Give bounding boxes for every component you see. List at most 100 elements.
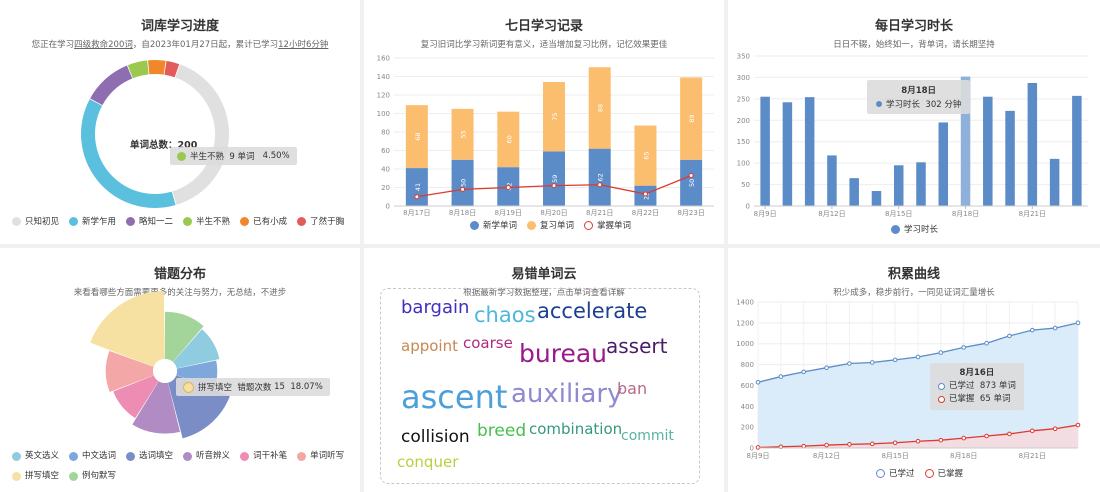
- bar-review-words: [405, 105, 428, 169]
- legend-item[interactable]: 只知初见: [12, 215, 59, 227]
- panel-subtitle: 日日不辍，始终如一，背单词，请长期坚持: [833, 40, 995, 50]
- legend-item[interactable]: 了然于胸: [297, 215, 344, 227]
- word-accelerate[interactable]: accelerate: [537, 299, 648, 323]
- legend-label: 单词听写: [310, 451, 345, 461]
- legend-swatch: [69, 472, 79, 481]
- word-coarse[interactable]: coarse: [463, 334, 513, 352]
- donut-slice-3: [127, 60, 149, 79]
- daily-bar: [938, 122, 949, 206]
- daily-time-panel: 每日学习时长 日日不辍，始终如一，背单词，请长期坚持 0 50 100 150 200 2…: [728, 0, 1100, 244]
- word-combination[interactable]: combination: [529, 420, 623, 438]
- legend-swatch: [876, 468, 885, 478]
- legend-swatch: [924, 468, 934, 478]
- mastered-point: [414, 194, 420, 200]
- y-tick-label: 20: [381, 184, 390, 192]
- word-ascent[interactable]: ascent: [401, 378, 508, 416]
- legend-item[interactable]: 中文选词: [69, 448, 116, 465]
- legend-label: 新学乍用: [82, 217, 117, 227]
- bar-new-words: [588, 148, 611, 206]
- legend-label: 只知初见: [25, 217, 60, 227]
- panel-title: 词库学习进度: [140, 19, 219, 34]
- error-rose-chart[interactable]: [0, 248, 360, 492]
- donut-slice-5: [164, 60, 180, 78]
- word-appoint[interactable]: appoint: [401, 337, 458, 355]
- legend-swatch: [891, 224, 900, 234]
- legend-item[interactable]: 拼写填空: [12, 468, 59, 485]
- legend-label: 拼写填空: [25, 471, 60, 481]
- legend-item[interactable]: 已有小成: [240, 215, 287, 227]
- word-conquer[interactable]: conquer: [397, 453, 459, 471]
- x-tick-label: 8月18日: [952, 210, 979, 218]
- accumulation-line-chart[interactable]: 0 200 400 600 800 1000 1200 1400 8月9日 8月12日 8月15日 8…: [728, 248, 1100, 492]
- vocab-name-link[interactable]: 四级救命200词: [74, 40, 133, 50]
- daily-bar: [1027, 83, 1038, 206]
- legend-swatch: [69, 216, 79, 226]
- line-point: [1029, 327, 1035, 333]
- legend-item[interactable]: 新学单词: [470, 219, 517, 231]
- seven-day-bar-chart[interactable]: 02040608010012014016041688月17日50558月18日4…: [364, 0, 724, 244]
- legend-item[interactable]: 已掌握: [924, 467, 964, 479]
- daily-bar: [1072, 95, 1082, 206]
- x-tick-label: 8月9日: [747, 452, 770, 460]
- rose-slice-6: [90, 291, 165, 367]
- legend-item[interactable]: 词干补笔: [240, 448, 287, 465]
- vocab-donut-chart[interactable]: [0, 0, 360, 244]
- donut-slice-4: [148, 60, 166, 75]
- legend-item[interactable]: 英文选义: [12, 448, 59, 465]
- legend-item[interactable]: 听音辨义: [183, 448, 230, 465]
- y-tick-label: 1000: [736, 340, 754, 348]
- data-label: 59: [551, 175, 559, 183]
- legend-swatch: [183, 452, 193, 461]
- line-point: [1052, 325, 1058, 331]
- y-tick-label: 50: [741, 181, 750, 189]
- legend-swatch: [470, 220, 479, 230]
- legend-item[interactable]: 略知一二: [126, 215, 173, 227]
- word-ban[interactable]: ban: [617, 379, 648, 398]
- legend-item[interactable]: 掌握单词: [584, 219, 631, 231]
- panel-subtitle: 复习旧词比学习新词更有意义，适当增加复习比例，记忆效果更佳: [420, 40, 668, 50]
- bar-new-words: [680, 159, 703, 206]
- legend-item[interactable]: 选词填空: [126, 448, 173, 465]
- word-collision[interactable]: collision: [401, 427, 470, 447]
- x-tick-label: 8月21日: [586, 209, 613, 217]
- legend-item[interactable]: 半生不熟: [183, 215, 230, 227]
- legend-item[interactable]: 复习单词: [527, 219, 574, 231]
- legend-label: 已掌握: [937, 469, 964, 479]
- daily-time-bar-chart[interactable]: 0 50 100 150 200 250 300 350 8月9日 8月12日 8月15日 8月18日…: [728, 0, 1100, 244]
- study-time-link[interactable]: 12小时6分钟: [278, 40, 329, 50]
- legend-label: 了然于胸: [310, 217, 345, 227]
- legend-label: 中文选词: [82, 451, 117, 461]
- y-tick-label: 250: [737, 95, 750, 103]
- legend-label: 词干补笔: [253, 451, 288, 461]
- legend-item[interactable]: 新学乍用: [69, 215, 116, 227]
- donut-slice-2: [90, 65, 133, 106]
- word-bargain[interactable]: bargain: [401, 297, 470, 318]
- data-label: 50: [460, 179, 468, 187]
- daily-bar: [916, 162, 926, 206]
- rose-hole: [153, 359, 177, 383]
- y-tick-label: 1200: [736, 319, 754, 327]
- seven-day-panel: 七日学习记录 复习旧词比学习新词更有意义，适当增加复习比例，记忆效果更佳 0 20…: [364, 0, 724, 244]
- legend-item[interactable]: 学习时长: [891, 223, 938, 235]
- legend-swatch: [240, 452, 250, 461]
- word-commit[interactable]: commit: [621, 428, 674, 444]
- panel-subtitle: 您正在学习四级救命200词，自2023年01月27日起，累计已学习12小时6分钟: [31, 40, 329, 50]
- legend-label: 新学单词: [483, 221, 518, 231]
- line-point: [1007, 333, 1012, 339]
- legend-item[interactable]: 单词听写: [297, 448, 344, 465]
- y-tick-label: 300: [737, 74, 750, 82]
- data-label: 89: [688, 114, 696, 122]
- legend-item[interactable]: 例句默写: [69, 468, 116, 485]
- word-chaos[interactable]: chaos: [474, 303, 536, 327]
- legend-item[interactable]: 已学过: [876, 467, 915, 479]
- word-breed[interactable]: breed: [477, 421, 527, 441]
- word-auxiliary[interactable]: auxiliary: [511, 379, 623, 409]
- error-legend: 英文选义 中文选词 选词填空 听音辨义 词干补笔 单词听写拼写填空 例句默写: [12, 448, 357, 488]
- word-bureau[interactable]: bureau: [519, 339, 607, 368]
- legend-label: 例句默写: [82, 471, 117, 481]
- y-tick-label: 0: [746, 203, 750, 211]
- daily-legend: 学习时长: [891, 223, 948, 237]
- word-assert[interactable]: assert: [606, 334, 668, 358]
- legend-label: 英文选义: [25, 451, 60, 461]
- data-label: 60: [505, 135, 513, 143]
